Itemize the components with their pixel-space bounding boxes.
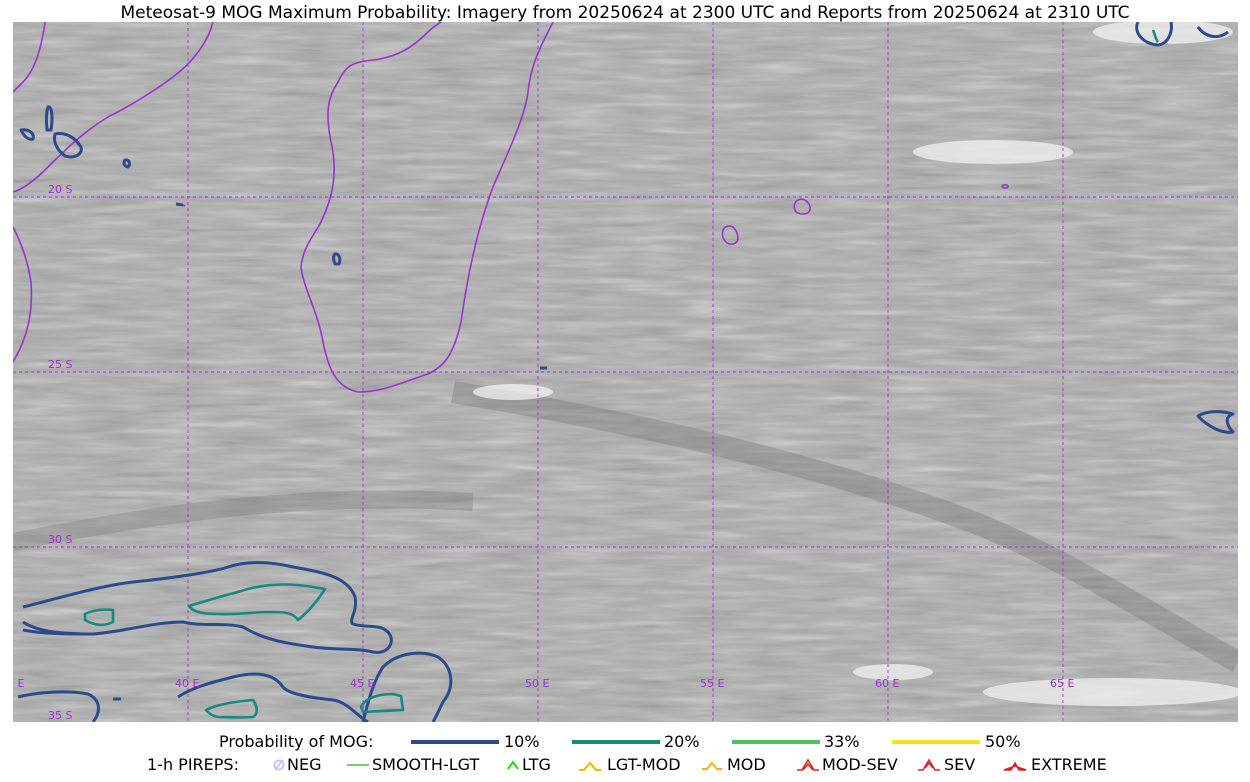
mauritius-coast [793, 198, 811, 215]
lon-label: 45 E [350, 677, 374, 690]
smooth-lgt-label: SMOOTH-LGT [372, 755, 480, 774]
mod-icon [702, 761, 722, 770]
ltg-label: LTG [522, 755, 551, 774]
prob10-swatch [411, 740, 499, 744]
probability-legend: Probability of MOG: 10% 20% 33% 50% [0, 731, 1250, 753]
sev-label: SEV [944, 755, 976, 774]
lat-label: 25 S [48, 358, 72, 371]
smooth-lgt-icon [347, 764, 369, 766]
extreme-label: EXTREME [1031, 755, 1107, 774]
prob33-swatch [732, 740, 820, 744]
chart-title: Meteosat-9 MOG Maximum Probability: Imag… [120, 3, 1130, 23]
lon-label: 35 E [13, 677, 24, 690]
prob20-swatch [572, 740, 660, 744]
reunion-coast [721, 225, 739, 245]
lon-label: 65 E [1050, 677, 1074, 690]
small-island [1001, 184, 1009, 189]
lgt-mod-label: LGT-MOD [607, 755, 681, 774]
prob-contours-20 [83, 29, 1160, 719]
neg-icon [273, 759, 285, 771]
pireps-legend-title: 1-h PIREPS: [147, 755, 239, 774]
lat-label: 35 S [48, 709, 72, 722]
cloud-band [451, 381, 1238, 672]
prob33-label: 33% [824, 732, 860, 751]
prob-contours-10 [17, 22, 1235, 722]
cloud-band [13, 490, 474, 551]
mod-sev-label: MOD-SEV [822, 755, 898, 774]
prob10-label: 10% [504, 732, 540, 751]
lat-label: 30 S [48, 533, 72, 546]
mod-label: MOD [727, 755, 766, 774]
lon-labels: 35 E 40 E 45 E 50 E 55 E 60 E 65 E [13, 677, 1074, 690]
lat-lon-grid [13, 22, 1238, 722]
prob50-label: 50% [985, 732, 1021, 751]
africa-coast-mozambique [13, 22, 214, 193]
extreme-icon [1003, 761, 1027, 771]
lat-label: 20 S [48, 183, 72, 196]
lon-label: 50 E [525, 677, 549, 690]
lgt-mod-icon [579, 761, 601, 771]
africa-coast-north [13, 22, 46, 93]
ltg-icon [507, 760, 519, 770]
lon-label: 40 E [175, 677, 199, 690]
pireps-legend: 1-h PIREPS: NEG SMOOTH-LGT LTG LGT-MOD M… [0, 754, 1250, 776]
lon-label: 55 E [700, 677, 724, 690]
probability-legend-title: Probability of MOG: [219, 732, 374, 751]
satellite-map[interactable]: 20 S 25 S 30 S 35 S 35 E 40 E 45 E 50 E … [13, 22, 1238, 722]
prob20-label: 20% [664, 732, 700, 751]
neg-label: NEG [287, 755, 322, 774]
prob50-swatch [892, 740, 980, 744]
lat-labels: 20 S 25 S 30 S 35 S [48, 183, 72, 722]
mod-sev-icon [797, 758, 819, 771]
map-canvas: 20 S 25 S 30 S 35 S 35 E 40 E 45 E 50 E … [13, 22, 1238, 722]
bright-clouds [473, 22, 1238, 706]
africa-coast-south [13, 226, 33, 363]
lon-label: 60 E [875, 677, 899, 690]
coastlines [13, 22, 1009, 393]
sev-icon [918, 758, 940, 771]
madagascar-coast [300, 22, 554, 393]
